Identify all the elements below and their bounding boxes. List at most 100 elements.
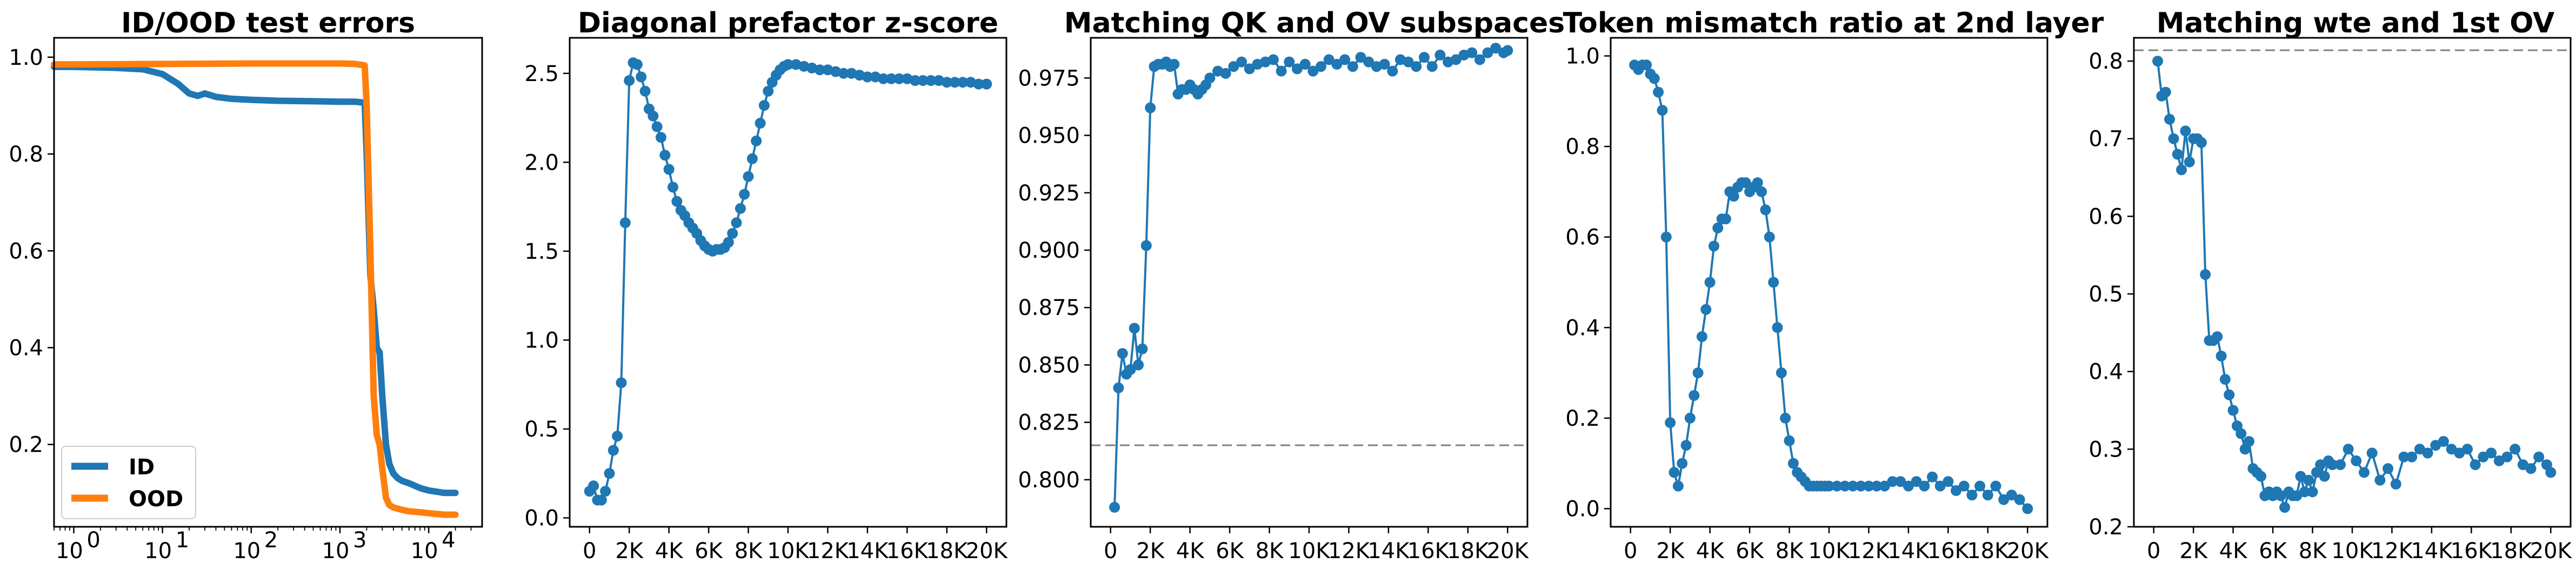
data-point [1307,65,1319,77]
data-point [886,73,897,84]
data-point [910,75,921,86]
x-tick-label: 4K [1696,539,1725,564]
panel-title: Matching wte and 1st OV [2157,7,2555,39]
data-point [723,237,734,248]
data-point [1474,54,1485,65]
y-tick-label: 0.0 [524,506,559,531]
data-point [973,78,984,90]
data-point [1244,63,1255,75]
y-tick-label: 2.0 [524,150,559,175]
data-point [1137,343,1148,354]
y-tick-label: 0.4 [2088,360,2123,385]
data-point [1709,240,1719,252]
data-point [1919,480,1930,492]
data-point [2235,428,2247,439]
x-tick-label: 12K [2371,539,2414,564]
data-point [2227,405,2239,416]
data-point [2470,459,2481,471]
data-point [624,75,635,86]
data-point [2224,389,2235,400]
x-tick-label: 20K [966,539,1009,564]
data-point [1660,231,1672,243]
x-tick-label: 0 [1624,539,1637,564]
panel-matching-wte-ov: Matching wte and 1st OV 0.2 0.3 0.4 0.5 0.6 0… [2088,7,2572,564]
x-tick-label: 18K [1447,539,1490,564]
panel-title: Token mismatch ratio at 2nd layer [1563,7,2104,39]
data-point [1879,480,1890,492]
y-tick-label: 1.0 [9,45,43,70]
data-point [1787,458,1799,469]
data-point [2180,125,2191,137]
data-point [1379,58,1390,70]
data-point [1943,476,1954,487]
y-tick-label: 0.2 [9,433,43,458]
y-tick-label: 0.8 [9,142,43,167]
data-point [1692,367,1704,379]
data-point [1684,412,1696,424]
panel-matching-qk-ov: Matching QK and OV subspaces 0.8000.8250… [1018,7,1565,564]
data-point [2195,137,2207,148]
data-point [671,196,683,207]
x-tick-label: 12K [1848,539,1891,564]
data-point [1434,49,1446,61]
data-point [2152,56,2164,67]
plot-area: 0.0 0.2 0.4 0.6 0.8 1.0 0 2K 4K 6K 8K 10K12K14K16K1… [1565,44,2049,564]
data-point [1752,177,1763,189]
data-point [2438,436,2449,447]
x-tick-label: 16K [886,539,929,564]
data-point [1760,204,1771,216]
x-tick-label: 4K [655,539,684,564]
data-point [1228,61,1239,72]
x-tick-label: 20K [1487,539,1530,564]
x-tick-label: 10K [767,539,810,564]
y-tick-label: 0.4 [1565,316,1600,340]
panel-token-mismatch: Token mismatch ratio at 2nd layer 0.0 0.2… [1563,7,2104,564]
x-tick-label: 2K [1656,539,1685,564]
y-tick-label: 0.7 [2088,127,2123,152]
x-tick-label: 10 [233,539,261,564]
data-point [1299,58,1311,70]
axes-frame [53,37,483,528]
data-point [2168,133,2179,144]
data-point [1117,348,1128,359]
x-tick-label: 18K [1967,539,2010,564]
data-point [2303,474,2314,486]
data-point [1109,501,1120,513]
y-tick-label: 0.8 [1565,135,1600,159]
data-point [1323,54,1334,65]
x-tick-label: 0 [2147,539,2160,564]
data-point [1331,58,1343,70]
y-tick-label: 0.2 [2088,515,2123,540]
axes-frame [1610,37,2048,528]
data-point [1784,435,1795,446]
data-point [1974,480,1986,492]
data-point [1339,54,1351,65]
data-point [925,75,937,86]
x-tick-label: 14K [1887,539,1930,564]
x-tick-label: 10 [56,539,83,564]
plot-area: 0.20.30.40.50.60.70.80 2K 4K 6K 8K 10K12K14K1… [2088,49,2572,564]
data-point [1653,86,1664,98]
data-point [1220,68,1231,79]
data-point [751,135,762,146]
x-tick-label: 16K [1407,539,1450,564]
data-point [1772,322,1783,333]
data-point [1140,240,1152,251]
x-tick-label: 14K [846,539,889,564]
data-point [1267,54,1279,65]
data-point [655,132,666,143]
x-tick-exponent: 4 [442,528,455,553]
data-point [878,73,889,84]
x-tick-label: 10K [2331,539,2374,564]
plot-area: 0.20.40.60.81.010 0 10 1 10 2 10 3 10 4 [9,45,472,564]
data-point [1895,476,1906,487]
data-point [2374,474,2386,486]
data-point [981,78,992,90]
data-point [957,77,969,88]
data-point [2200,269,2211,280]
data-point [2533,451,2545,462]
data-point [1502,45,1513,56]
x-tick-label: 10 [144,539,172,564]
data-point [1720,213,1731,225]
